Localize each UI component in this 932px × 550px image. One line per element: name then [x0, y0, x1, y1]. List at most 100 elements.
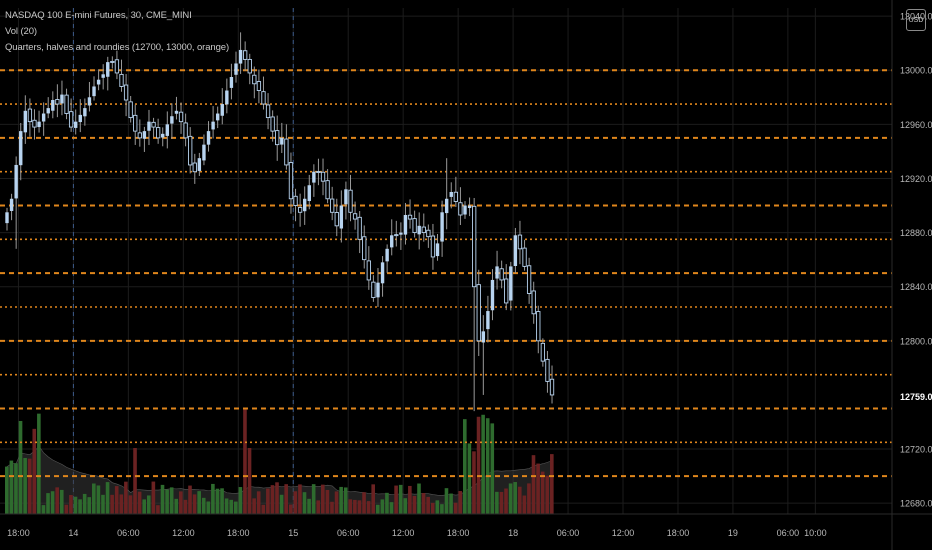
y-tick-label: 12880.00 [900, 228, 932, 238]
candle-body [325, 180, 330, 200]
candle-body [522, 247, 527, 267]
volume-bar [540, 471, 545, 514]
candle-body [238, 49, 243, 64]
candle-body [371, 281, 376, 298]
candle-body [385, 248, 389, 262]
volume-bar [362, 492, 366, 514]
candle-body [312, 171, 316, 183]
x-tick-label: 18:00 [667, 528, 690, 538]
volume-bar [426, 496, 430, 514]
volume-legend[interactable]: Vol (20) [5, 26, 37, 37]
candle-body [275, 130, 280, 146]
volume-bar [408, 485, 412, 514]
candle-body [407, 214, 413, 220]
volume-bar [37, 413, 41, 514]
candle-body [110, 60, 115, 63]
volume-bar [394, 485, 398, 514]
candle-body [540, 342, 546, 362]
candle-body [9, 198, 14, 211]
volume-bar [527, 483, 531, 514]
volume-bar [124, 481, 128, 514]
volume-bar [490, 423, 495, 514]
volume-bar [27, 458, 32, 514]
volume-bar [261, 504, 266, 514]
candle-body [83, 108, 87, 117]
candle-body [155, 127, 161, 139]
candle-body [486, 311, 490, 330]
candle-body [252, 74, 257, 85]
candle-body [458, 202, 463, 216]
candle-body [37, 121, 41, 128]
candle-body [330, 198, 335, 213]
candle-body [178, 111, 184, 123]
volume-bar [9, 460, 14, 514]
volume-bar [46, 493, 50, 514]
volume-bar [156, 505, 160, 514]
candle-body [390, 235, 394, 248]
volume-bar [220, 488, 224, 514]
volume-bar [380, 499, 385, 514]
indicator-legend[interactable]: Quarters, halves and roundies (12700, 13… [5, 42, 230, 53]
volume-bar [403, 498, 408, 514]
candle-body [536, 311, 541, 342]
volume-bar [55, 487, 59, 514]
candle-body [531, 290, 536, 315]
candle-body [357, 216, 362, 240]
candle-body [114, 59, 120, 74]
volume-bar [504, 488, 508, 514]
volume-bar [522, 495, 527, 514]
volume-bar [545, 475, 550, 514]
candle-body [362, 236, 367, 261]
candle-body [174, 110, 179, 114]
volume-bar [142, 499, 146, 514]
volume-bar [389, 502, 394, 514]
volume-bar [298, 484, 302, 514]
candle-body [284, 138, 289, 166]
volume-bar [449, 493, 453, 514]
volume-bar [513, 482, 517, 514]
candle-body [23, 110, 28, 133]
volume-bar [476, 416, 481, 514]
candle-body [467, 205, 472, 209]
candle-body [339, 205, 344, 229]
volume-bar [165, 489, 169, 514]
volume-bar [110, 494, 114, 514]
volume-bar [32, 428, 37, 514]
candle-body [211, 121, 215, 130]
candle-body [133, 114, 138, 132]
candle-body [92, 86, 96, 97]
y-tick-label: 12720.00 [900, 445, 932, 455]
volume-bar [160, 484, 165, 514]
x-tick-label: 18 [508, 528, 518, 538]
candle-body [27, 108, 33, 123]
volume-bar [82, 493, 87, 514]
currency-badge[interactable]: USD [906, 9, 926, 31]
volume-bar [197, 491, 201, 514]
volume-bar [440, 504, 444, 514]
volume-bar [215, 488, 220, 514]
candle-body [430, 235, 436, 258]
candle-body [192, 162, 197, 173]
candle-body [394, 234, 399, 237]
x-tick-label: 18:00 [7, 528, 30, 538]
candle-body [399, 232, 403, 235]
volume-bar [508, 483, 513, 514]
symbol-legend[interactable]: NASDAQ 100 E-mini Futures, 30, CME_MINI [5, 10, 192, 21]
candle-body [417, 225, 421, 235]
volume-bar [252, 498, 256, 514]
volume-bar [64, 504, 69, 514]
volume-bar [467, 443, 472, 514]
volume-bar [517, 486, 522, 514]
volume-bar [243, 409, 247, 514]
volume-bar [151, 481, 156, 514]
candle-body [334, 212, 339, 227]
candle-body [440, 212, 444, 242]
y-tick-label: 12840.00 [900, 282, 932, 292]
candle-body [348, 189, 353, 213]
volume-bar [339, 486, 343, 514]
volume-bar [302, 492, 307, 514]
candle-body [74, 121, 78, 128]
candle-body [51, 100, 55, 111]
volume-bar [133, 448, 137, 514]
